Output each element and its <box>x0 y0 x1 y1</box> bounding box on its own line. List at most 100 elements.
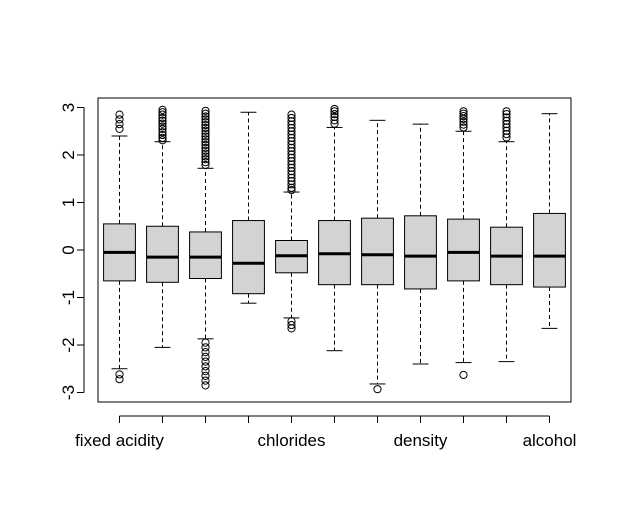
outlier-point <box>115 110 124 119</box>
box-8 <box>404 123 437 365</box>
x-tick-label: fixed acidity <box>75 431 164 450</box>
outlier-point <box>201 367 210 376</box>
outlier-point <box>201 155 210 164</box>
outlier-point <box>115 120 124 129</box>
outlier-point <box>287 157 296 166</box>
outlier-point <box>330 116 339 125</box>
outlier-point <box>201 352 210 361</box>
outlier-point <box>201 338 210 347</box>
outlier-point <box>287 130 296 139</box>
outlier-point <box>201 143 210 152</box>
box-10 <box>490 107 523 363</box>
outlier-point <box>459 120 468 129</box>
outlier-point <box>287 177 296 186</box>
outlier-point <box>287 320 296 330</box>
outlier-point <box>459 117 468 126</box>
outlier-point <box>287 173 296 182</box>
outlier-point <box>158 116 167 125</box>
outlier-point <box>158 113 167 123</box>
box-6 <box>318 104 351 352</box>
outlier-point <box>287 127 296 136</box>
outlier-point <box>287 170 296 179</box>
x-axis-labels: fixed acidity chlorides density alcohol <box>75 415 576 450</box>
outlier-point <box>287 117 296 126</box>
outlier-point <box>201 149 210 158</box>
outlier-point <box>201 158 210 167</box>
outlier-point <box>115 375 124 384</box>
box-iqr <box>447 218 480 282</box>
outlier-point <box>287 153 296 162</box>
outlier-point <box>201 376 210 385</box>
outlier-point <box>201 120 210 130</box>
outlier-point <box>201 135 210 144</box>
box-iqr <box>404 215 437 290</box>
outlier-point <box>201 160 210 170</box>
outlier-point <box>459 370 468 380</box>
outlier-point <box>201 109 210 118</box>
outlier-point <box>201 381 210 390</box>
outlier-point <box>201 357 210 366</box>
outlier-point <box>201 115 210 124</box>
box-iqr <box>533 212 566 288</box>
outlier-point <box>201 129 210 138</box>
outlier-point <box>201 362 210 371</box>
box-7 <box>361 119 394 394</box>
outlier-point <box>158 133 167 142</box>
outlier-point <box>201 343 210 352</box>
outlier-point <box>330 112 339 122</box>
box-iqr <box>146 225 179 283</box>
outlier-point <box>201 132 210 141</box>
box-11 <box>533 113 566 329</box>
outlier-point <box>459 114 468 124</box>
y-tick-label: -1 <box>59 290 78 305</box>
outlier-point <box>287 183 296 192</box>
outlier-point <box>330 110 339 119</box>
outlier-point <box>502 133 511 142</box>
outlier-point <box>158 105 167 114</box>
outlier-point <box>330 107 339 116</box>
outlier-point <box>158 119 167 128</box>
x-tick-label: density <box>394 431 448 450</box>
outlier-point <box>201 152 210 161</box>
outlier-point <box>502 116 511 125</box>
outlier-point <box>115 124 124 133</box>
outlier-point <box>158 128 167 137</box>
outlier-point <box>115 115 124 124</box>
outlier-point <box>201 138 210 147</box>
outlier-point <box>502 123 511 132</box>
outlier-point <box>459 111 468 121</box>
outlier-point <box>287 147 296 156</box>
box-iqr <box>361 217 394 286</box>
outlier-point <box>201 112 210 121</box>
outlier-point <box>287 180 296 189</box>
outlier-point <box>287 167 296 176</box>
outlier-point <box>373 385 382 394</box>
outlier-point <box>502 120 511 129</box>
outlier-point <box>502 110 511 119</box>
outlier-point <box>201 348 210 357</box>
y-tick-label: 2 <box>59 150 78 159</box>
box-4 <box>232 111 265 304</box>
outlier-point <box>502 113 511 122</box>
box-1 <box>103 110 136 384</box>
outlier-point <box>158 108 167 117</box>
outlier-point <box>287 163 296 172</box>
outlier-point <box>287 140 296 149</box>
outlier-point <box>459 109 468 118</box>
outlier-point <box>201 371 210 380</box>
box-2 <box>146 105 179 348</box>
outlier-point <box>158 130 167 140</box>
y-tick-label: 3 <box>59 103 78 112</box>
outlier-point <box>287 133 296 142</box>
outlier-point <box>158 136 167 145</box>
y-axis: -3 -2 -1 0 1 2 3 <box>59 103 85 400</box>
outlier-point <box>502 130 511 139</box>
y-tick-label: 0 <box>59 245 78 254</box>
outlier-point <box>201 106 210 115</box>
outlier-point <box>502 126 511 135</box>
outlier-point <box>287 137 296 146</box>
outlier-point <box>158 122 167 131</box>
outlier-point <box>330 119 339 128</box>
outlier-point <box>287 113 296 123</box>
